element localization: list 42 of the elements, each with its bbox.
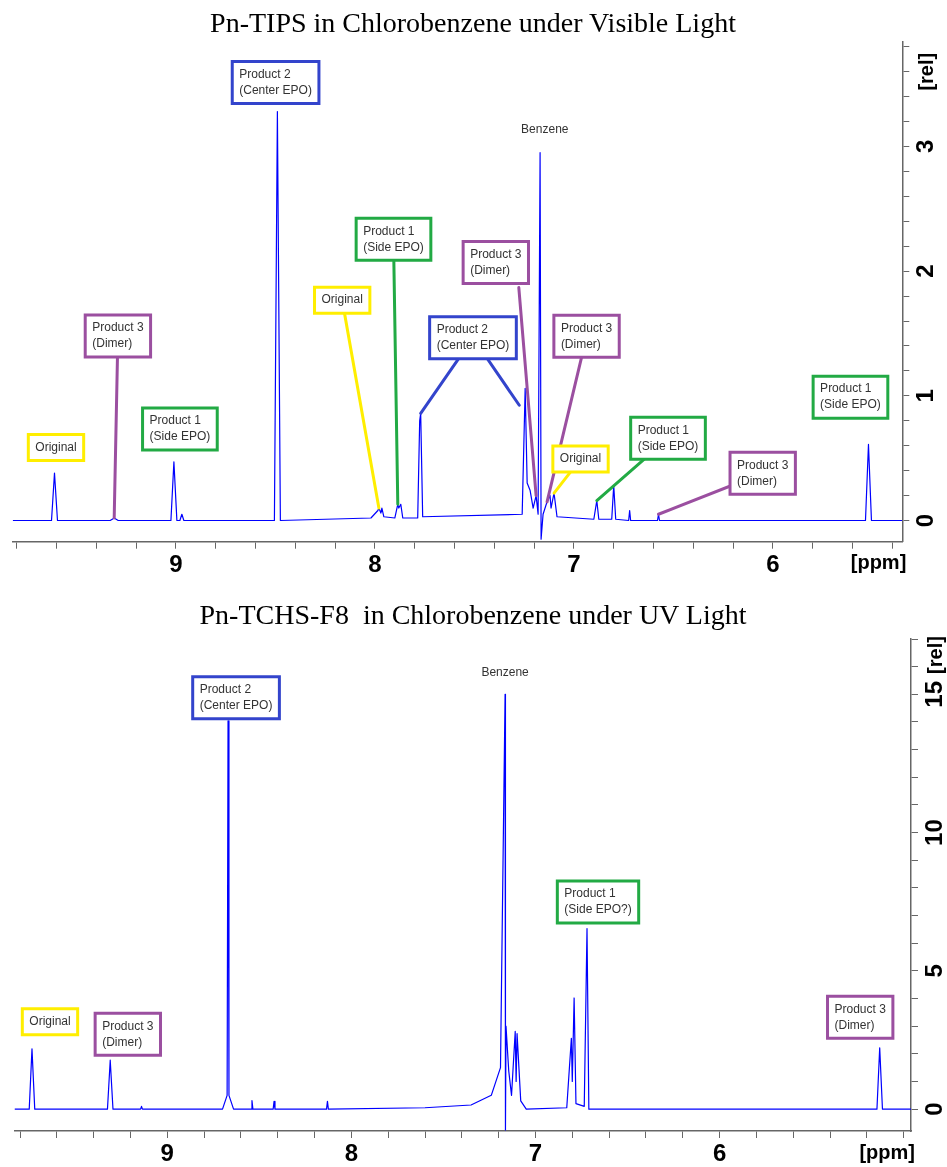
annotation: Original <box>29 1014 71 1029</box>
y-axis-title: [rel] <box>923 636 946 674</box>
annotation: Product 1 (Side EPO?) <box>564 886 632 917</box>
annotation: Original <box>35 439 77 454</box>
annotation: Product 3 (Dimer) <box>92 320 144 351</box>
annotation: Benzene <box>521 122 569 137</box>
x-axis-title: [ppm] <box>850 551 907 574</box>
annotation: Product 1 (Side EPO) <box>363 223 424 254</box>
annotation: Original <box>321 292 363 307</box>
x-tick-label: 6 <box>766 549 780 577</box>
annotation: Product 3 (Dimer) <box>834 1001 887 1032</box>
chart-title: Pn-TCHS-F8 in Chlorobenzene under UV Light <box>199 599 747 631</box>
annotation: Benzene <box>481 664 530 679</box>
x-tick-label: 9 <box>169 549 183 577</box>
y-tick-label: 2 <box>910 264 938 278</box>
annotation: Product 3 (Dimer) <box>470 246 522 277</box>
y-tick-label: 5 <box>919 964 947 978</box>
y-tick-label: 10 <box>919 819 947 846</box>
y-tick-label: 3 <box>910 139 938 154</box>
y-tick-label: 0 <box>910 513 938 528</box>
annotation: Product 1 (Side EPO) <box>149 413 211 444</box>
x-tick-label: 8 <box>344 1139 359 1167</box>
annotation: Product 3 (Dimer) <box>560 320 613 351</box>
annotation: Product 3 (Dimer) <box>102 1018 154 1049</box>
x-tick-label: 6 <box>712 1139 727 1167</box>
y-axis-title: [rel] <box>914 52 937 91</box>
x-tick-label: 7 <box>567 549 581 577</box>
y-tick-label: 1 <box>910 389 938 403</box>
x-tick-label: 8 <box>368 549 382 577</box>
annotation: Product 1 (Side EPO) <box>637 422 699 453</box>
annotation: Original <box>559 451 602 466</box>
x-tick-label: 9 <box>160 1139 174 1167</box>
annotation: Product 2 (Center EPO) <box>436 322 510 353</box>
annotation: Product 3 (Dimer) <box>737 457 789 488</box>
chart-title: Pn-TIPS in Chlorobenzene under Visible Light <box>210 7 737 39</box>
annotation: Product 2 (Center EPO) <box>239 66 312 97</box>
y-tick-label: 15 <box>919 680 947 708</box>
y-tick-label: 0 <box>919 1102 947 1116</box>
x-axis-title: [ppm] <box>859 1140 915 1163</box>
x-tick-label: 7 <box>528 1139 543 1167</box>
annotation: Product 2 (Center EPO) <box>199 682 273 713</box>
annotation: Product 1 (Side EPO) <box>820 381 881 412</box>
